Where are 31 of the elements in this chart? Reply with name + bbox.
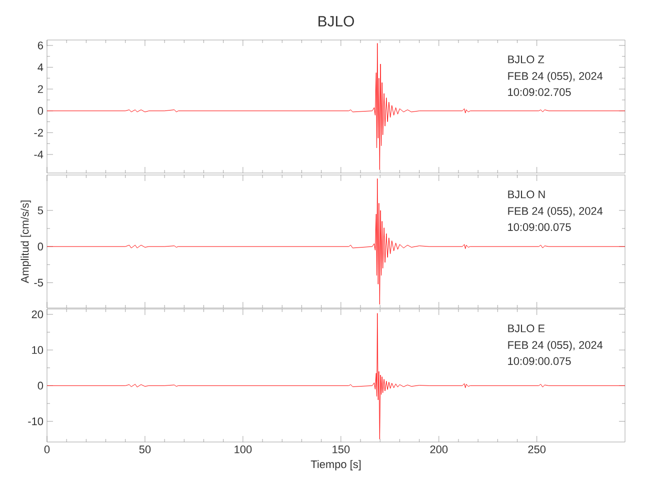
annotation: BJLO N (508, 190, 545, 198)
y-tick-label: -5 (34, 278, 44, 287)
y-axis-title: Amplitud [cm/s/s] (20, 200, 31, 284)
x-axis-title: Tiempo [s] (310, 460, 361, 470)
annotation: FEB 24 (055), 2024 (508, 340, 603, 352)
y-tick-label: 2 (38, 85, 43, 93)
y-tick-label: 4 (38, 63, 44, 72)
y-tick-label: 20 (32, 310, 44, 318)
annotation: 10:09:02.705 (508, 88, 571, 96)
annotation: BJLO E (508, 324, 545, 332)
y-tick-label: 6 (38, 42, 43, 50)
y-tick-label: -10 (28, 417, 44, 426)
y-tick-label: -2 (34, 128, 43, 136)
annotation: FEB 24 (055), 2024 (508, 206, 603, 218)
y-tick-label: -4 (34, 150, 44, 158)
annotation: BJLO Z (508, 56, 544, 64)
x-tick-label: 200 (430, 446, 448, 454)
x-tick-label: 100 (234, 446, 252, 454)
x-tick-label: 250 (528, 446, 546, 454)
annotation: FEB 24 (055), 2024 (508, 72, 603, 82)
x-tick-label: 150 (332, 446, 350, 454)
x-tick-label: 0 (44, 446, 50, 454)
y-tick-label: 0 (38, 382, 44, 390)
y-tick-label: 10 (32, 346, 44, 354)
y-tick-label: 5 (38, 206, 44, 214)
y-tick-label: 0 (38, 106, 44, 115)
x-tick-label: 50 (139, 446, 151, 454)
annotation: 10:09:00.075 (508, 357, 571, 365)
chart-title: BJLO (318, 16, 354, 26)
annotation: 10:09:00.075 (508, 223, 571, 231)
y-tick-label: 0 (38, 242, 44, 250)
